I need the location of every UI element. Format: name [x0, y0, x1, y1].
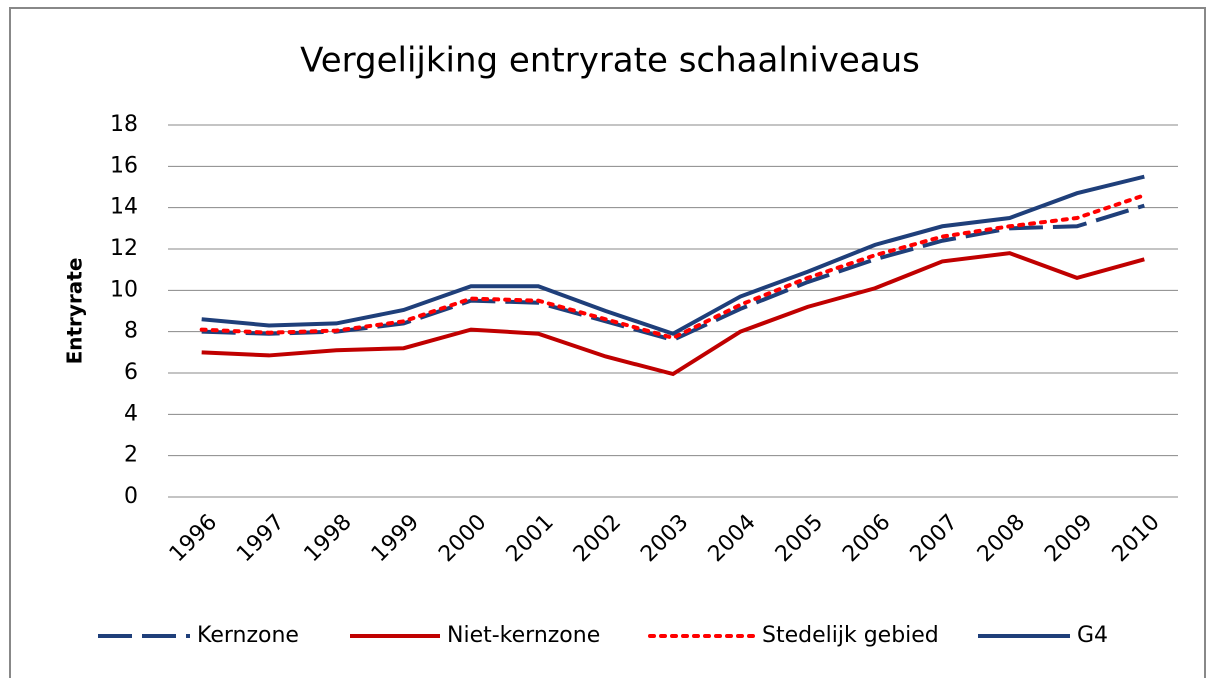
- y-axis-label: Entryrate: [63, 258, 87, 365]
- y-tick-label: 10: [110, 277, 138, 302]
- y-tick-label: 2: [124, 443, 138, 468]
- legend-label: Niet-kernzone: [447, 623, 600, 648]
- series-line: [199, 193, 1147, 340]
- legend-label: Kernzone: [197, 623, 299, 648]
- chart-title: Vergelijking entryrate schaalniveaus: [300, 41, 920, 81]
- y-tick-label: 6: [124, 360, 138, 385]
- series-line: [201, 251, 1145, 377]
- y-tick-label: 4: [124, 401, 138, 426]
- y-tick-label: 8: [124, 319, 138, 344]
- legend-label: Stedelijk gebied: [762, 623, 939, 648]
- y-tick-label: 14: [110, 195, 138, 220]
- y-tick-label: 16: [110, 153, 138, 178]
- chart-frame: [9, 7, 1206, 678]
- y-tick-label: 0: [124, 484, 138, 509]
- y-tick-label: 18: [110, 112, 138, 137]
- y-tick-label: 12: [110, 236, 138, 261]
- series-line: [201, 174, 1145, 336]
- legend-label: G4: [1077, 623, 1108, 648]
